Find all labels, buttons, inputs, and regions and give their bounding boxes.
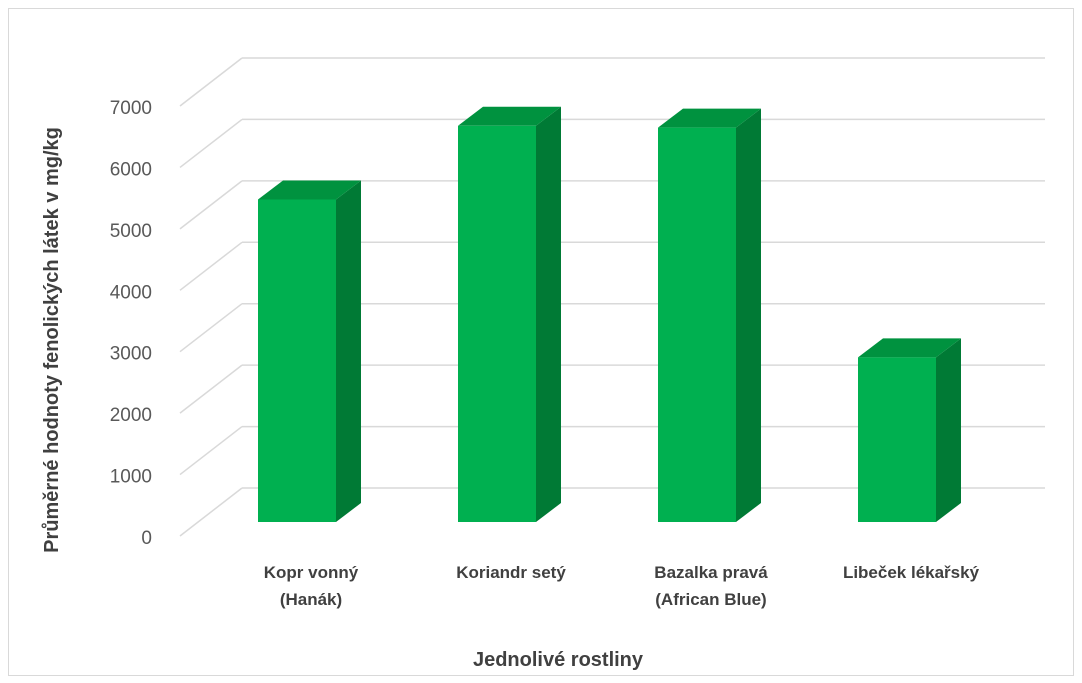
bar-top (258, 180, 361, 200)
gridline-diagonal (179, 425, 243, 476)
bar-top (458, 106, 561, 126)
x-axis-title: Jednolivé rostliny (473, 649, 644, 671)
bar (858, 338, 961, 522)
x-axis-categories: Kopr vonný (Hanák) Koriandr setý Bazalka pr… (264, 563, 980, 609)
y-tick-label: 2000 (110, 405, 152, 426)
bar-top (858, 338, 961, 358)
gridline-diagonal (179, 487, 243, 537)
y-tick-label: 1000 (110, 467, 152, 488)
x-category-label: (Hanák) (280, 590, 342, 609)
y-axis-ticks: 0 1000 2000 3000 4000 5000 6000 7000 (110, 98, 152, 549)
bar (258, 180, 361, 522)
gridline-diagonal (179, 118, 243, 169)
x-category-label: (African Blue) (655, 590, 766, 609)
bars (258, 106, 961, 523)
x-category-label: Koriandr setý (456, 563, 566, 582)
y-tick-label: 6000 (110, 159, 152, 180)
y-tick-label: 4000 (110, 282, 152, 303)
bar-side (536, 106, 561, 523)
gridline-diagonal (179, 364, 243, 414)
y-tick-label: 3000 (110, 344, 152, 365)
x-category-label: Libeček lékařský (843, 563, 980, 582)
gridline-diagonal (179, 180, 243, 230)
gridline-diagonal (179, 57, 243, 107)
y-axis-title: Průměrné hodnoty fenolických látek v mg/… (41, 127, 63, 553)
bar-front (258, 199, 336, 522)
bar-side (336, 180, 361, 522)
bar-front (458, 125, 536, 523)
bar-side (936, 338, 961, 522)
bar (458, 106, 561, 523)
x-category-label: Kopr vonný (264, 563, 359, 582)
bar (658, 108, 761, 522)
bar-top (658, 108, 761, 128)
bar-front (658, 127, 736, 522)
gridline-diagonal (179, 303, 243, 353)
bar-front (858, 357, 936, 522)
y-tick-label: 5000 (110, 221, 152, 242)
bar-side (736, 108, 761, 522)
gridline-diagonal (179, 241, 243, 291)
y-tick-label: 0 (141, 528, 152, 549)
y-tick-label: 7000 (110, 98, 152, 119)
x-category-label: Bazalka pravá (654, 563, 768, 582)
